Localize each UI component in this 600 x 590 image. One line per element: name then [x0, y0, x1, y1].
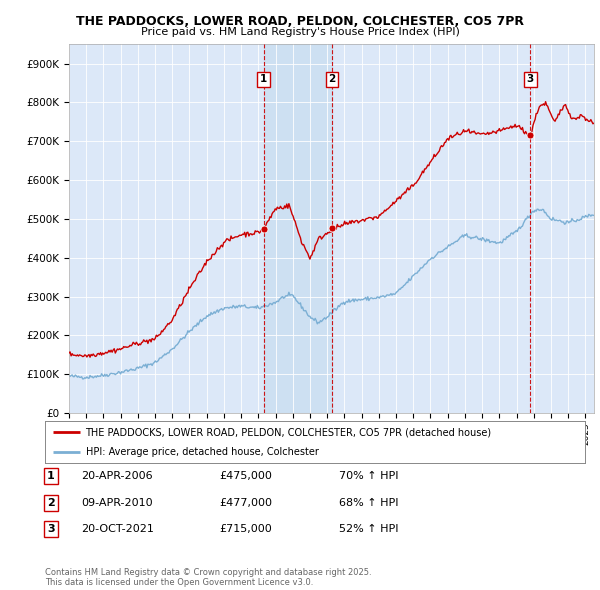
Text: 20-OCT-2021: 20-OCT-2021 — [81, 525, 154, 534]
Text: 1: 1 — [47, 471, 55, 481]
Text: THE PADDOCKS, LOWER ROAD, PELDON, COLCHESTER, CO5 7PR (detached house): THE PADDOCKS, LOWER ROAD, PELDON, COLCHE… — [86, 427, 491, 437]
Text: 3: 3 — [47, 525, 55, 534]
Text: 1: 1 — [260, 74, 267, 84]
Text: £475,000: £475,000 — [219, 471, 272, 481]
Bar — [263, 44, 332, 413]
Text: Price paid vs. HM Land Registry's House Price Index (HPI): Price paid vs. HM Land Registry's House … — [140, 27, 460, 37]
Text: 2: 2 — [328, 74, 335, 84]
Text: 20-APR-2006: 20-APR-2006 — [81, 471, 152, 481]
Text: 3: 3 — [527, 74, 534, 84]
Text: 70% ↑ HPI: 70% ↑ HPI — [339, 471, 398, 481]
Text: £477,000: £477,000 — [219, 498, 272, 507]
Text: HPI: Average price, detached house, Colchester: HPI: Average price, detached house, Colc… — [86, 447, 319, 457]
Text: 2: 2 — [47, 498, 55, 507]
Text: Contains HM Land Registry data © Crown copyright and database right 2025.
This d: Contains HM Land Registry data © Crown c… — [45, 568, 371, 587]
Text: £715,000: £715,000 — [219, 525, 272, 534]
Text: THE PADDOCKS, LOWER ROAD, PELDON, COLCHESTER, CO5 7PR: THE PADDOCKS, LOWER ROAD, PELDON, COLCHE… — [76, 15, 524, 28]
Text: 68% ↑ HPI: 68% ↑ HPI — [339, 498, 398, 507]
Text: 09-APR-2010: 09-APR-2010 — [81, 498, 152, 507]
Text: 52% ↑ HPI: 52% ↑ HPI — [339, 525, 398, 534]
